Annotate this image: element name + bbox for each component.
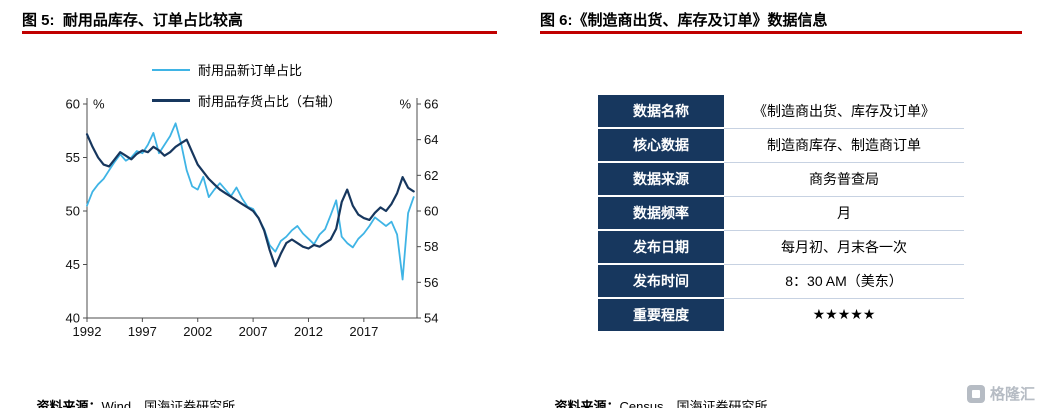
table-row: 数据频率月: [598, 196, 964, 231]
figure6-title: 图 6:《制造商出货、库存及订单》数据信息: [540, 12, 828, 29]
table-row-label: 发布日期: [598, 230, 724, 265]
durable-goods-line-chart: 40 45 50 55 60 54 56 58 60 62 64 66 1992 1997 2002 2007…: [66, 97, 439, 340]
svg-text:58: 58: [424, 239, 438, 254]
figure5-title: 图 5: 耐用品库存、订单占比较高: [22, 12, 243, 29]
svg-text:64: 64: [424, 132, 438, 147]
table-row: 数据来源 商务普查局: [598, 162, 964, 197]
table-row-label: 数据频率: [598, 196, 724, 231]
svg-text:2002: 2002: [183, 324, 212, 339]
legend-item-new-orders: 耐用品新订单占比: [152, 60, 341, 79]
figure6-title-underline: [540, 31, 1022, 34]
table-row: 发布日期 每月初、月末各一次: [598, 230, 964, 265]
legend-line-new-orders: [152, 68, 190, 71]
table-row-value: 8：30 AM（美东）: [724, 264, 964, 299]
legend-item-inventory: 耐用品存货占比（右轴）: [152, 91, 341, 110]
legend-line-inventory: [152, 99, 190, 102]
chart-legend: 耐用品新订单占比 耐用品存货占比（右轴）: [152, 60, 341, 110]
table-row-label: 数据来源: [598, 162, 724, 197]
dataset-info-table: 数据名称 《制造商出货、库存及订单》 核心数据 制造商库存、制造商订单 数据来源 商务普查…: [598, 95, 964, 331]
svg-text:2007: 2007: [239, 324, 268, 339]
svg-text:56: 56: [424, 275, 438, 290]
svg-text:60: 60: [66, 97, 80, 112]
table-row: 数据名称 《制造商出货、库存及订单》: [598, 95, 964, 129]
gelonghui-logo: 格隆汇: [966, 383, 1035, 404]
svg-text:50: 50: [66, 204, 80, 219]
figure6-source: 资料来源：Census、国海证券研究所: [540, 381, 768, 408]
svg-text:%: %: [399, 97, 411, 112]
table-row-label: 数据名称: [598, 95, 724, 129]
figure6-source-text: Census、国海证券研究所: [619, 399, 768, 408]
svg-text:54: 54: [424, 311, 438, 326]
svg-text:%: %: [93, 97, 105, 112]
table-row-label: 重要程度: [598, 298, 724, 331]
svg-text:2017: 2017: [349, 324, 378, 339]
table-row-value: ★★★★★: [724, 298, 964, 331]
table-row: 重要程度 ★★★★★: [598, 298, 964, 331]
figure5-title-underline: [22, 31, 497, 34]
table-row-value: 商务普查局: [724, 162, 964, 197]
gelonghui-logo-text: 格隆汇: [989, 386, 1035, 403]
svg-text:1997: 1997: [128, 324, 157, 339]
svg-text:55: 55: [66, 150, 80, 165]
svg-text:60: 60: [424, 204, 438, 219]
figure5-source-label: 资料来源：: [36, 399, 102, 408]
legend-label-inventory: 耐用品存货占比（右轴）: [198, 94, 342, 109]
table-row-label: 发布时间: [598, 264, 724, 299]
svg-text:62: 62: [424, 168, 438, 183]
svg-text:1992: 1992: [73, 324, 102, 339]
series-line-0: [86, 122, 415, 281]
gelonghui-logo-icon-glyph: [971, 389, 980, 398]
gelonghui-logo-icon: [966, 384, 985, 403]
table-row: 核心数据 制造商库存、制造商订单: [598, 128, 964, 163]
figure6-source-label: 资料来源：: [554, 399, 620, 408]
table-row-label: 核心数据: [598, 128, 724, 163]
svg-text:45: 45: [66, 257, 80, 272]
svg-text:66: 66: [424, 97, 438, 112]
table-row-value: 制造商库存、制造商订单: [724, 128, 964, 163]
info-table-body: 数据名称 《制造商出货、库存及订单》 核心数据 制造商库存、制造商订单 数据来源 商务普查…: [598, 95, 964, 331]
svg-text:2012: 2012: [294, 324, 323, 339]
figure5-source: 资料来源：Wind、国海证券研究所: [22, 381, 235, 408]
table-row-value: 《制造商出货、库存及订单》: [724, 95, 964, 129]
table-row: 发布时间 8：30 AM（美东）: [598, 264, 964, 299]
table-row-value: 每月初、月末各一次: [724, 230, 964, 265]
figure5-source-text: Wind、国海证券研究所: [101, 399, 236, 408]
table-row-value: 月: [724, 196, 964, 231]
legend-label-new-orders: 耐用品新订单占比: [198, 63, 303, 78]
series-line-1: [85, 133, 415, 268]
svg-text:40: 40: [66, 311, 80, 326]
